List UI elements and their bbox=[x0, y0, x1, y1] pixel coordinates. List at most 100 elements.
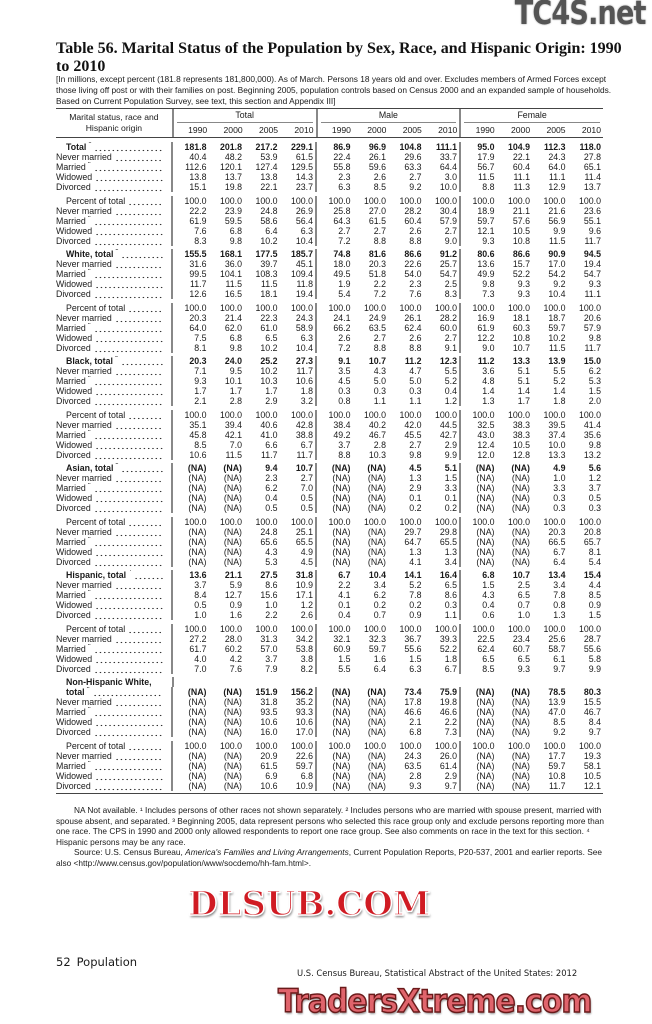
table-cell: 63.3 bbox=[404, 162, 422, 172]
table-cell: 9.7 bbox=[588, 727, 601, 737]
table-cell: 22.2 bbox=[189, 205, 207, 216]
table-cell: 9.6 bbox=[588, 225, 601, 236]
table-cell: (NA) bbox=[223, 526, 242, 537]
table-cell: 100.0 bbox=[434, 409, 457, 420]
table-cell: 42.1 bbox=[224, 429, 242, 440]
row-values: (NA) (NA) 16.0 17.0 (NA) (NA) 6.8 7.3 (NA) (NA) 9.… bbox=[173, 727, 603, 737]
table-cell: (NA) bbox=[511, 707, 530, 717]
table-cell: 53.8 bbox=[295, 643, 313, 654]
table-cell: 28.7 bbox=[583, 633, 601, 644]
table-cell: 10.2 bbox=[548, 332, 566, 343]
dot-leader bbox=[93, 289, 163, 299]
table-cell: 100.0 bbox=[328, 516, 351, 527]
table-cell: 80.6 bbox=[477, 249, 495, 259]
value-group-male: (NA) (NA) 2.1 2.2 bbox=[317, 717, 461, 727]
table-row: Percent of total 100.0 100.0 100.0 100.0 100.… bbox=[56, 302, 603, 313]
row-values: 35.1 39.4 40.6 42.8 38.4 40.2 42.0 44.5 32.5 38.3… bbox=[173, 419, 603, 430]
row-label-text: Divorced bbox=[56, 663, 91, 674]
dot-leader bbox=[95, 172, 163, 182]
value-group-male: 2.7 2.7 2.6 2.7 bbox=[317, 225, 461, 236]
table-cell: 61.5 bbox=[260, 760, 278, 771]
table-cell: 100.0 bbox=[399, 195, 422, 206]
table-cell: 10.7 bbox=[368, 356, 386, 366]
table-row: Never married (NA) (NA) 31.8 35.2 (NA) (NA) 17.… bbox=[56, 697, 603, 707]
table-cell: 65.6 bbox=[260, 536, 278, 547]
table-cell: 2.1 bbox=[409, 717, 422, 727]
table-cell: 5.2 bbox=[553, 376, 566, 386]
table-cell: 2.2 bbox=[265, 610, 278, 620]
value-group-female: 59.7 57.6 56.9 55.1 bbox=[461, 216, 603, 226]
row-values: 20.3 24.0 25.2 27.3 9.1 10.7 11.2 12.3 11.2 13.3 1… bbox=[173, 356, 603, 366]
table-cell: 1.3 bbox=[444, 546, 457, 557]
row-label: Percent of total bbox=[56, 516, 173, 527]
row-label-text: Divorced bbox=[56, 727, 91, 737]
watermark-logo: TC4S.net bbox=[515, 0, 647, 32]
table-row: Married 2 61.7 60.2 57.0 53.8 60.9 59.7 55.6 52.2… bbox=[56, 643, 603, 654]
table-cell: 0.4 bbox=[482, 600, 495, 610]
table-cell: 0.9 bbox=[409, 610, 422, 620]
table-row: Divorced (NA) (NA) 16.0 17.0 (NA) (NA) 6.8 7.3 (N… bbox=[56, 727, 603, 737]
table-cell: 10.0 bbox=[439, 182, 457, 192]
table-cell: 2.6 bbox=[409, 332, 422, 343]
table-cell: (NA) bbox=[188, 536, 207, 547]
table-cell: 0.5 bbox=[588, 493, 601, 503]
column-group-female: Female 1990 2000 2005 2010 bbox=[461, 109, 603, 137]
table-cell: (NA) bbox=[188, 546, 207, 557]
table-cell: 9.3 bbox=[194, 376, 207, 386]
table-cell: 57.9 bbox=[583, 322, 601, 333]
table-cell: (NA) bbox=[367, 707, 386, 717]
table-cell: 1.1 bbox=[444, 610, 457, 620]
table-row: Married 2 8.4 12.7 15.6 17.1 4.1 6.2 7.8 8.6 4.3 6.… bbox=[56, 590, 603, 600]
table-cell: 46.7 bbox=[368, 429, 386, 440]
publication-credit: U.S. Census Bureau, Statistical Abstract… bbox=[297, 968, 578, 978]
value-group-male: 49.2 46.7 45.5 42.7 bbox=[317, 429, 461, 440]
value-group-male: 86.9 96.9 104.8 111.1 bbox=[317, 142, 461, 152]
table-cell: 10.2 bbox=[260, 235, 278, 246]
table-cell: 100.0 bbox=[578, 409, 601, 420]
table-cell: 1.5 bbox=[588, 386, 601, 396]
table-cell: 0.7 bbox=[373, 610, 386, 620]
row-label: Married 2 bbox=[56, 429, 173, 440]
table-cell: 36.7 bbox=[404, 633, 422, 644]
table-cell: 35.6 bbox=[583, 429, 601, 440]
table-cell: (NA) bbox=[367, 463, 386, 473]
table-cell: 56.4 bbox=[295, 215, 313, 226]
table-cell: 8.8 bbox=[373, 342, 386, 353]
table-cell: 24.3 bbox=[404, 750, 422, 761]
table-cell: 37.4 bbox=[548, 429, 566, 440]
table-cell: 32.5 bbox=[477, 419, 495, 430]
table-cell: 27.3 bbox=[295, 356, 313, 366]
row-label-text: Divorced bbox=[56, 289, 91, 299]
table-cell: 100.0 bbox=[184, 409, 207, 420]
table-cell: 24.0 bbox=[224, 356, 242, 366]
value-group-male: 0.3 0.3 0.3 0.4 bbox=[317, 386, 461, 396]
table-cell: 100.0 bbox=[434, 740, 457, 751]
table-row: Widowed 7.6 6.8 6.4 6.3 2.7 2.7 2.6 2.7 12.1 10.5 9… bbox=[56, 225, 603, 236]
table-row: Divorced 2.1 2.8 2.9 3.2 0.8 1.1 1.1 1.2 1.3 1.7 1.… bbox=[56, 396, 603, 406]
row-label-text: Divorced bbox=[56, 396, 91, 406]
value-group-male: 7.2 8.8 8.8 9.1 bbox=[317, 342, 461, 353]
table-cell: 28.0 bbox=[224, 633, 242, 644]
value-group-female: 13.6 15.7 17.0 19.4 bbox=[461, 259, 603, 269]
table-cell: 104.8 bbox=[399, 142, 422, 152]
table-cell: 100.0 bbox=[434, 302, 457, 313]
table-cell: (NA) bbox=[511, 750, 530, 761]
table-row: Black, total 3 20.3 24.0 25.2 27.3 9.1 10.7 11.2… bbox=[56, 356, 603, 366]
table-cell: 59.7 bbox=[548, 322, 566, 333]
table-cell: 118.0 bbox=[579, 142, 601, 152]
table-cell: 61.7 bbox=[189, 643, 207, 654]
dot-leader bbox=[93, 322, 163, 333]
table-cell: 127.4 bbox=[255, 162, 278, 172]
table-cell: 64.0 bbox=[189, 322, 207, 333]
table-cell: 10.3 bbox=[260, 376, 278, 386]
table-cell: 5.3 bbox=[588, 376, 601, 386]
table-cell: 59.5 bbox=[224, 215, 242, 226]
row-label: Divorced bbox=[56, 182, 173, 192]
value-group-male: (NA) (NA) 64.7 65.5 bbox=[317, 536, 461, 547]
table-cell: 100.0 bbox=[290, 740, 313, 751]
table-cell: (NA) bbox=[476, 707, 495, 717]
table-cell: 20.3 bbox=[189, 356, 207, 366]
dot-leader bbox=[93, 643, 163, 654]
table-cell: 48.2 bbox=[224, 152, 242, 162]
table-cell: 156.2 bbox=[290, 687, 313, 697]
